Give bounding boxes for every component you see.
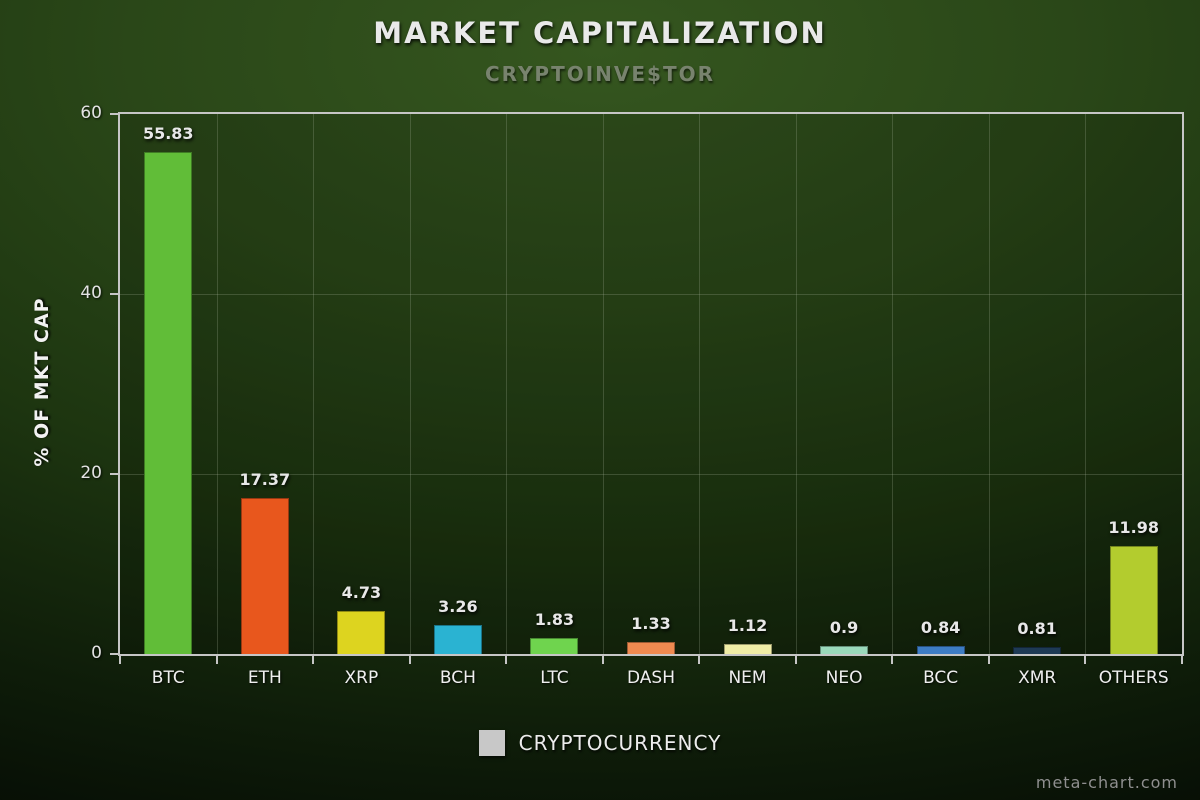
- y-tick-mark: [110, 293, 118, 295]
- chart-title: MARKET CAPITALIZATION: [373, 16, 827, 50]
- legend-swatch: [478, 730, 505, 756]
- x-tick-mark: [312, 656, 315, 664]
- bar-value-label: 1.12: [727, 615, 768, 635]
- x-tick-mark: [1181, 656, 1183, 664]
- bar-value-label: 11.98: [1108, 518, 1160, 538]
- bar-btc: [144, 151, 193, 654]
- bar-neo: [820, 645, 869, 654]
- gridline-vertical: [699, 114, 701, 654]
- bar-dash: [627, 642, 675, 654]
- x-category-label: NEM: [728, 668, 767, 688]
- bar-value-label: 3.26: [438, 596, 478, 616]
- y-tick-label: 40: [80, 283, 102, 303]
- x-tick-mark: [698, 656, 701, 664]
- bar-ltc: [530, 637, 579, 654]
- y-tick-label: 60: [80, 103, 102, 123]
- bar-value-label: 17.37: [239, 469, 291, 489]
- x-tick-mark: [601, 656, 604, 664]
- x-category-label: BTC: [151, 668, 185, 688]
- x-category-label: LTC: [540, 668, 569, 688]
- bar-value-label: 4.73: [341, 583, 382, 603]
- x-category-label: BCH: [439, 668, 476, 688]
- y-tick-mark: [110, 653, 118, 655]
- gridline-horizontal: [120, 294, 1182, 295]
- bar-xrp: [337, 611, 386, 654]
- x-tick-mark: [987, 656, 990, 664]
- bar-bcc: [916, 646, 965, 654]
- x-tick-mark: [891, 656, 894, 664]
- bar-eth: [240, 497, 289, 654]
- x-category-label: BCC: [923, 668, 959, 688]
- x-category-label: XRP: [344, 668, 379, 688]
- x-category-label: NEO: [825, 668, 863, 688]
- bar-value-label: 55.83: [142, 123, 194, 143]
- gridline-vertical: [795, 114, 797, 654]
- bar-nem: [723, 643, 772, 654]
- bar-value-label: 0.81: [1017, 618, 1057, 638]
- y-tick-label: 20: [80, 463, 102, 483]
- y-tick-mark: [110, 473, 118, 475]
- x-tick-mark: [408, 656, 411, 664]
- legend: CRYPTOCURRENCY: [0, 730, 1200, 756]
- bar-others: [1109, 546, 1158, 654]
- x-tick-mark: [505, 656, 508, 664]
- chart-subtitle: CRYPTOINVE$TOR: [484, 62, 716, 86]
- x-category-label: DASH: [626, 668, 675, 688]
- bar-value-label: 0.9: [829, 617, 859, 637]
- gridline-vertical: [602, 114, 604, 654]
- x-tick-mark: [794, 656, 797, 664]
- gridline-vertical: [892, 114, 894, 654]
- y-axis-title: % OF MKT CAP: [31, 297, 53, 467]
- x-tick-mark: [215, 656, 218, 664]
- bar-bch: [433, 624, 482, 654]
- gridline-vertical: [216, 114, 218, 654]
- bar-value-label: 1.83: [534, 609, 575, 629]
- y-tick-label: 0: [91, 643, 102, 663]
- bar-value-label: 1.33: [631, 614, 671, 634]
- bar-xmr: [1013, 646, 1062, 654]
- gridline-vertical: [506, 114, 508, 654]
- legend-label: CRYPTOCURRENCY: [518, 731, 722, 755]
- x-category-label: OTHERS: [1098, 668, 1169, 688]
- watermark: meta-chart.com: [1035, 773, 1178, 792]
- gridline-vertical: [313, 114, 315, 654]
- x-tick-mark: [1084, 656, 1087, 664]
- gridline-vertical: [988, 114, 990, 654]
- x-category-label: ETH: [247, 668, 282, 688]
- plot-area: 0 20 40 60 55.83 BTC 17.37 ETH 4.73 XRP 3.26 BCH 1.8…: [80, 103, 1184, 688]
- gridline-vertical: [1085, 114, 1087, 654]
- x-tick-mark: [119, 656, 121, 664]
- gridline-vertical: [409, 114, 411, 654]
- y-tick-mark: [110, 113, 118, 115]
- gridline-horizontal: [120, 474, 1182, 475]
- x-category-label: XMR: [1018, 668, 1057, 688]
- bar-value-label: 0.84: [920, 618, 961, 638]
